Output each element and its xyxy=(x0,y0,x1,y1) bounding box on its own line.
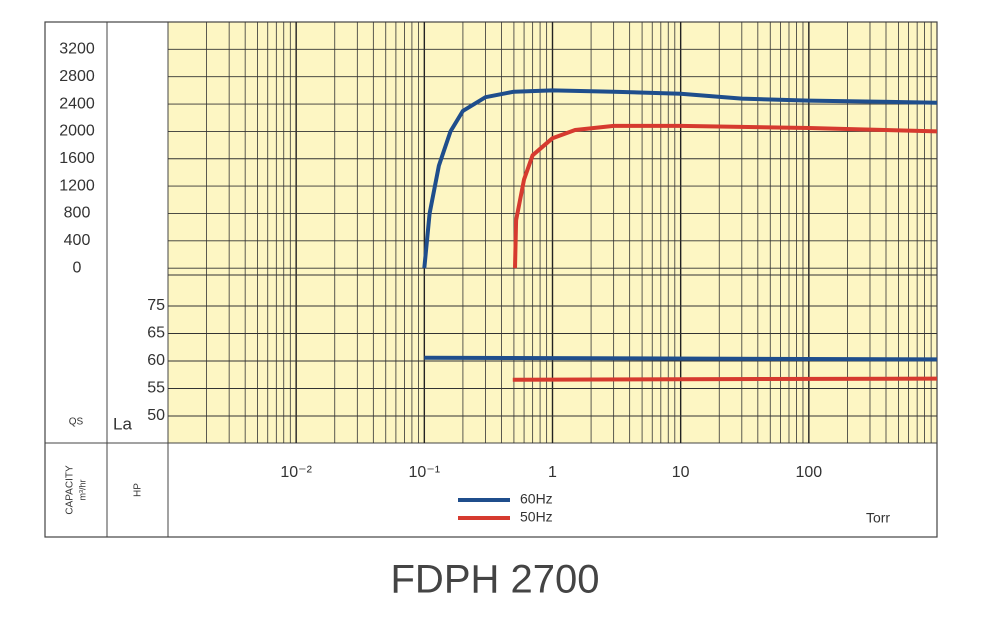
y2-tick-label: 75 xyxy=(147,297,165,314)
x-label: Torr xyxy=(866,510,890,526)
series-line xyxy=(513,123,938,269)
y-tick-label: 2800 xyxy=(59,68,95,85)
y2-label: HP xyxy=(133,483,144,497)
y-tick-label: 1200 xyxy=(59,177,95,194)
legend-label: 60Hz xyxy=(520,491,553,507)
y-symbol: QS xyxy=(69,417,84,428)
y2-symbol: La xyxy=(113,414,132,433)
legend-label: 50Hz xyxy=(520,509,553,525)
y-label: CAPACITY xyxy=(65,465,76,515)
x-tick-label: 10⁻¹ xyxy=(409,464,441,481)
y-tick-label: 800 xyxy=(64,205,91,222)
chart-title: FDPH 2700 xyxy=(391,558,600,602)
series-line xyxy=(424,355,938,362)
y-tick-label: 0 xyxy=(73,259,82,276)
y-unit: m³/hr xyxy=(77,480,87,501)
series-line xyxy=(512,376,938,382)
y-tick-label: 400 xyxy=(64,232,91,249)
y-tick-label: 3200 xyxy=(59,41,95,58)
x-tick-label: 10⁻² xyxy=(280,464,312,481)
y2-tick-label: 65 xyxy=(147,325,165,342)
y-tick-label: 1600 xyxy=(59,150,95,167)
x-tick-label: 10 xyxy=(672,464,690,481)
y2-tick-label: 50 xyxy=(147,407,165,424)
y2-tick-label: 55 xyxy=(147,380,165,397)
y2-tick-label: 60 xyxy=(147,352,165,369)
x-tick-label: 100 xyxy=(795,464,822,481)
x-tick-label: 1 xyxy=(548,464,557,481)
frame xyxy=(44,21,938,538)
y-tick-label: 2400 xyxy=(59,95,95,112)
series-line xyxy=(422,88,938,269)
y-tick-label: 2000 xyxy=(59,123,95,140)
